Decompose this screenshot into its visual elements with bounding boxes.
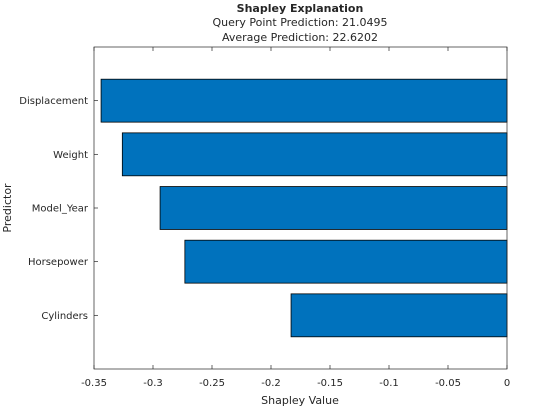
bar-weight (121, 132, 508, 177)
bar-horsepower (184, 239, 508, 284)
bar-model-year (159, 186, 508, 230)
x-tick-label: -0.3 (143, 378, 163, 389)
y-tick-label: Displacement (19, 96, 88, 107)
y-ticks-layer: Displacement Weight Model_Year Horsepower Cy… (19, 96, 98, 322)
chart-title: Shapley Explanation (237, 2, 364, 15)
chart-subtitle-prediction: Query Point Prediction: 21.0495 (212, 16, 387, 29)
x-tick-label: 0 (504, 378, 510, 389)
y-tick-label: Weight (53, 150, 88, 161)
chart-subtitle-average: Average Prediction: 22.6202 (222, 31, 378, 44)
x-ticks-layer: -0.35 -0.3 -0.25 -0.2 -0.15 -0.1 -0.05 0 (81, 47, 510, 389)
axes-box (93, 46, 508, 370)
x-tick-label: -0.35 (81, 378, 107, 389)
bars-layer (100, 78, 508, 338)
y-tick-label: Horsepower (28, 257, 89, 268)
x-tick-label: -0.05 (435, 378, 461, 389)
bar-displacement (100, 78, 508, 123)
y-tick-label: Model_Year (32, 204, 89, 215)
x-tick-label: -0.15 (317, 378, 343, 389)
x-tick-label: -0.1 (379, 378, 399, 389)
y-tick-label: Cylinders (41, 311, 88, 322)
x-tick-label: -0.2 (261, 378, 281, 389)
x-tick-label: -0.25 (199, 378, 225, 389)
x-axis-label: Shapley Value (261, 394, 339, 407)
bar-cylinders (290, 293, 508, 338)
y-axis-label: Predictor (1, 183, 14, 233)
